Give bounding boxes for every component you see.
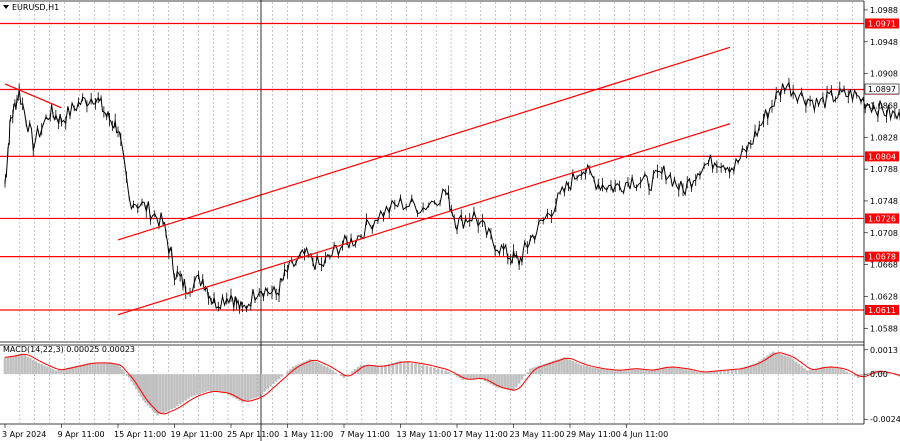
macd-signal [4, 352, 900, 415]
macd-signal-line [4, 352, 900, 415]
y-tick-label: 1.0828 [870, 133, 898, 142]
chart-title: EURUSD,H1 [12, 3, 59, 12]
x-tick-label: 23 May 11:00 [510, 430, 565, 439]
level-label-box [865, 251, 899, 262]
chart-menu-arrow-icon[interactable] [3, 5, 9, 9]
current-price-box [864, 83, 900, 95]
x-tick-label: 29 May 11:00 [566, 430, 621, 439]
macd-axis-ticks: 0.0013 0.00 -0.0024 [864, 346, 900, 424]
level-label: 1.0804 [868, 152, 896, 161]
trend-line [117, 123, 731, 316]
y-tick-label: 1.0988 [870, 6, 898, 15]
level-label-box [865, 213, 899, 224]
y-tick-label: 1.0948 [870, 38, 898, 47]
macd-pane [3, 346, 900, 423]
current-price-text: 1.0897 [868, 85, 896, 94]
x-tick-label: 15 Apr 11:00 [114, 430, 166, 439]
x-tick-label: 4 Jun 11:00 [623, 430, 669, 439]
level-label: 1.0678 [868, 253, 896, 262]
y-tick-label: 1.0588 [870, 324, 898, 333]
y-tick-label: 1.0868 [870, 101, 898, 110]
chart-header: EURUSD,H1 [3, 3, 59, 12]
pane-frames [0, 0, 865, 425]
x-tick-label: 17 May 11:00 [453, 430, 508, 439]
level-label-box [865, 18, 899, 29]
time-axis-ticks: 3 Apr 2024 9 Apr 11:00 15 Apr 11:00 19 Apr … [2, 424, 668, 439]
trend-line [4, 83, 62, 109]
level-label: 1.0971 [868, 19, 896, 28]
trend-line [117, 46, 731, 241]
level-label: 1.0726 [868, 214, 896, 223]
x-tick-label: 1 May 11:00 [284, 430, 334, 439]
x-tick-label: 19 Apr 11:00 [171, 430, 223, 439]
macd-tick-label: 0.00 [870, 370, 888, 379]
level-label: 1.0611 [868, 306, 896, 315]
x-tick-label: 7 May 11:00 [340, 430, 390, 439]
level-label-box [865, 304, 899, 315]
y-tick-label: 1.0668 [870, 261, 898, 270]
trend-channel [4, 46, 731, 316]
macd-title: MACD(14,22,3) 0.00025 0.00023 [3, 345, 135, 354]
y-tick-label: 1.0628 [870, 292, 898, 301]
current-price-label: 1.0897 [864, 83, 900, 95]
price-axis-ticks: 1.0988 1.0948 1.0908 1.0868 1.0828 1.0788 1.07… [864, 6, 898, 333]
vertical-grid [19, 2, 853, 341]
x-tick-label: 3 Apr 2024 [2, 430, 46, 439]
macd-tick-label: -0.0024 [870, 415, 900, 424]
y-tick-label: 1.0748 [870, 197, 898, 206]
x-tick-label: 9 Apr 11:00 [58, 430, 105, 439]
x-tick-label: 25 Apr 11:00 [227, 430, 279, 439]
x-tick-label: 13 May 11:00 [397, 430, 452, 439]
macd-tick-label: 0.0013 [870, 346, 898, 355]
horizontal-levels [0, 22, 864, 311]
y-tick-label: 1.0708 [870, 229, 898, 238]
level-label-box [865, 151, 899, 162]
y-tick-label: 1.0788 [870, 165, 898, 174]
price-series [4, 77, 900, 314]
y-tick-label: 1.0908 [870, 70, 898, 79]
